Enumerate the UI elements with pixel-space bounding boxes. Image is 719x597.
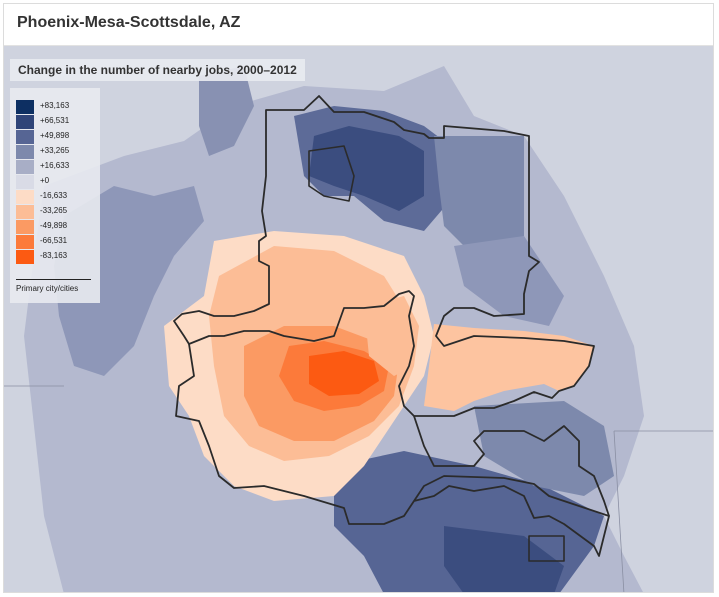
legend-swatch xyxy=(16,220,34,234)
primary-city-boundary-west xyxy=(175,343,610,557)
legend-swatch xyxy=(16,175,34,189)
county-line xyxy=(4,385,713,592)
legend-swatch xyxy=(16,235,34,249)
legend-swatch xyxy=(16,250,34,264)
mid-orange-strip xyxy=(364,296,419,376)
header: Phoenix-Mesa-Scottsdale, AZ xyxy=(4,4,713,46)
northeast-region xyxy=(434,136,524,256)
choropleth-map[interactable] xyxy=(4,46,714,593)
map-canvas[interactable]: Change in the number of nearby jobs, 200… xyxy=(4,46,714,593)
page-title: Phoenix-Mesa-Scottsdale, AZ xyxy=(17,14,241,31)
primary-city-boundary-inner xyxy=(308,145,355,202)
legend-swatch xyxy=(16,145,34,159)
map-legend: +83,163 +66,531 +49,898 +33,265 +16,633 … xyxy=(10,88,100,303)
legend-label: +16,633 xyxy=(40,161,70,170)
map-title: Change in the number of nearby jobs, 200… xyxy=(10,59,305,81)
legend-swatch xyxy=(16,100,34,114)
primary-city-boundary-southeast-pocket xyxy=(528,535,565,562)
primary-city-boundary xyxy=(173,95,595,417)
map-widget: Phoenix-Mesa-Scottsdale, AZ xyxy=(3,3,714,593)
legend-swatch xyxy=(16,205,34,219)
legend-swatch xyxy=(16,115,34,129)
southeast-region xyxy=(474,401,614,496)
legend-label: -33,265 xyxy=(40,206,68,215)
legend-swatch xyxy=(16,130,34,144)
legend-label: -49,898 xyxy=(40,221,68,230)
south-core-darkest xyxy=(444,526,564,592)
legend-boundary-label: Primary city/cities xyxy=(16,284,79,293)
northwest-region xyxy=(199,66,254,156)
legend-swatch xyxy=(16,190,34,204)
legend-label: +0 xyxy=(40,176,50,185)
legend-label: +66,531 xyxy=(40,116,70,125)
legend-label: -16,633 xyxy=(40,191,68,200)
legend-label: -83,163 xyxy=(40,251,68,260)
legend-label: +33,265 xyxy=(40,146,70,155)
east-strip xyxy=(454,236,564,326)
primary-city-boundary-south xyxy=(413,415,610,517)
east-orange-region xyxy=(424,324,594,411)
legend-label: +49,898 xyxy=(40,131,70,140)
legend-label: +83,163 xyxy=(40,101,70,110)
legend-label: -66,531 xyxy=(40,236,68,245)
legend-swatch xyxy=(16,160,34,174)
legend-boundary-line xyxy=(16,279,91,280)
core-orange-darkest xyxy=(309,351,379,396)
